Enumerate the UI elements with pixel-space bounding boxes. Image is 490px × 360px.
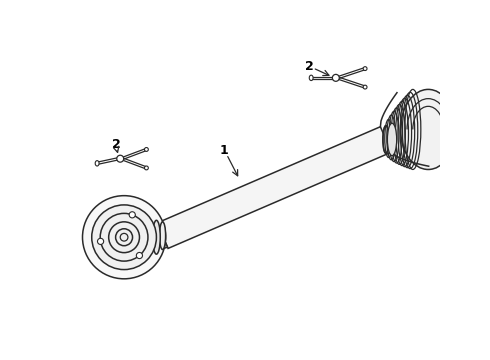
Ellipse shape: [82, 196, 166, 279]
Ellipse shape: [332, 75, 339, 81]
Ellipse shape: [309, 75, 313, 81]
Ellipse shape: [152, 220, 160, 254]
Ellipse shape: [145, 148, 148, 152]
Text: 2: 2: [304, 60, 313, 73]
Text: 1: 1: [220, 144, 228, 157]
Ellipse shape: [145, 166, 148, 170]
Polygon shape: [157, 127, 392, 248]
Ellipse shape: [143, 217, 151, 257]
Ellipse shape: [363, 67, 367, 71]
Ellipse shape: [400, 89, 456, 170]
Ellipse shape: [160, 222, 166, 249]
Ellipse shape: [98, 238, 104, 244]
Ellipse shape: [383, 126, 389, 153]
Ellipse shape: [117, 155, 123, 162]
Polygon shape: [138, 217, 168, 257]
Ellipse shape: [388, 123, 397, 156]
Ellipse shape: [129, 212, 135, 218]
Text: 2: 2: [112, 138, 121, 151]
Ellipse shape: [136, 252, 143, 258]
Ellipse shape: [363, 85, 367, 89]
Ellipse shape: [95, 161, 99, 166]
Ellipse shape: [92, 205, 156, 270]
